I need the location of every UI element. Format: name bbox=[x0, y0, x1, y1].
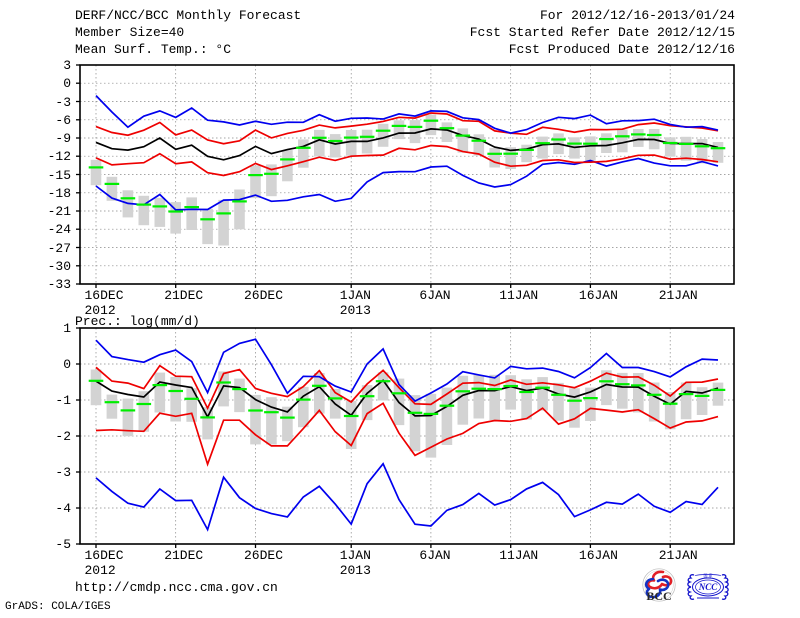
svg-text:国 家: 国 家 bbox=[704, 572, 713, 578]
svg-text:BCC: BCC bbox=[646, 589, 671, 603]
svg-text:NCC: NCC bbox=[698, 582, 719, 592]
